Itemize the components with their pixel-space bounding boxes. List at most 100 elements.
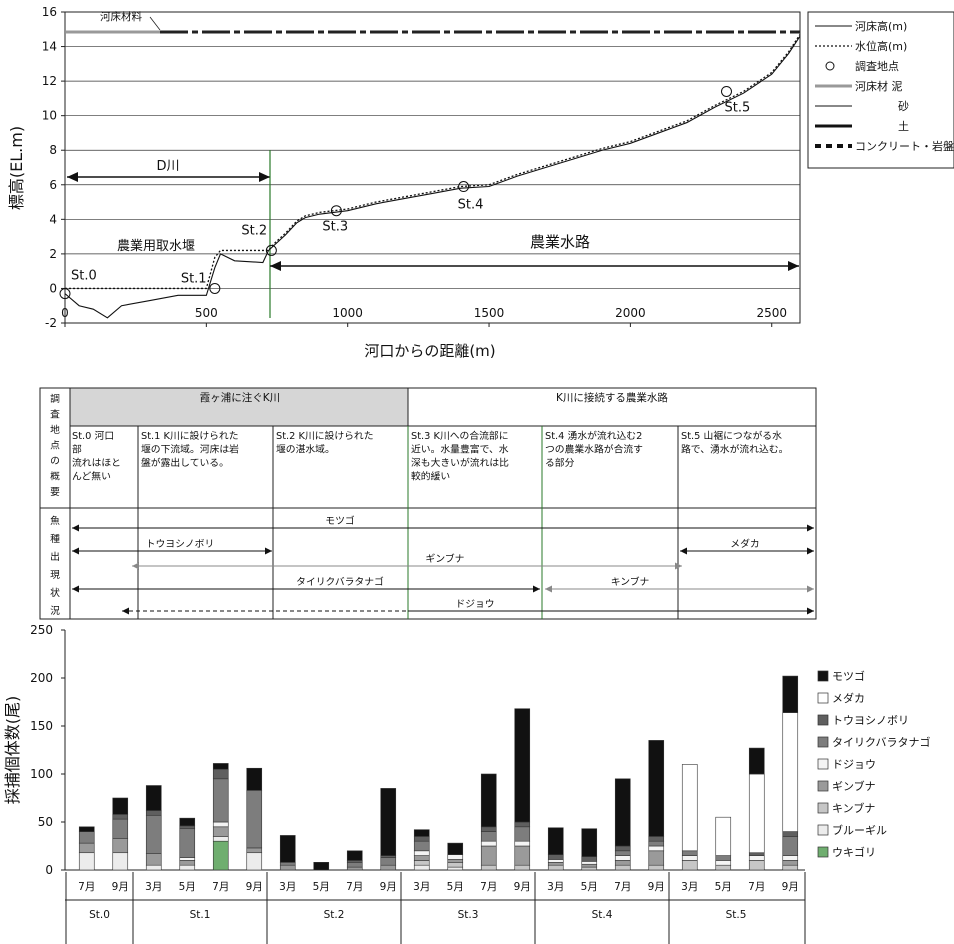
station-label: St.3 xyxy=(322,220,348,235)
station-description-line: つの農業水路が合流す xyxy=(545,443,643,456)
catch-y-label: 採捕個体数(尾) xyxy=(3,696,22,805)
legend-sand: 砂 xyxy=(898,100,909,113)
bar-segment xyxy=(715,855,732,861)
bar-segment xyxy=(112,818,129,839)
bar-segment xyxy=(782,675,799,713)
row-header-char: 況 xyxy=(50,605,60,617)
elevation-y-tick-label: -2 xyxy=(45,316,57,330)
elevation-legend-frame xyxy=(807,11,954,169)
elevation-gridlines xyxy=(65,46,800,289)
bar-segment xyxy=(112,852,129,871)
d-river-arrow-head-right xyxy=(259,172,270,182)
row-header-char: 査 xyxy=(50,408,60,421)
elevation-x-tick-label: 2500 xyxy=(756,306,787,320)
bar-segment xyxy=(313,862,330,871)
catch-legend-swatch xyxy=(817,780,829,792)
station-description-line: St.1 K川に設けられた xyxy=(141,429,239,442)
station-label: St.5 xyxy=(725,100,751,115)
canal-label: 農業水路 xyxy=(530,233,590,251)
elevation-y-tick-label: 2 xyxy=(49,247,57,261)
bar-segment xyxy=(514,708,531,823)
bed-height-line xyxy=(64,35,801,319)
bar-segment xyxy=(78,852,95,871)
month-label: 7月 xyxy=(346,881,363,893)
bar-segment xyxy=(614,778,631,847)
species-range-arrow xyxy=(265,547,272,555)
bar-segment xyxy=(782,860,799,866)
row-header-char: 要 xyxy=(50,486,60,498)
catch-y-tick-label: 0 xyxy=(45,863,53,877)
month-label: 3月 xyxy=(145,881,162,893)
month-label: 9月 xyxy=(648,881,665,893)
catch-legend-swatch xyxy=(817,670,829,682)
elevation-y-tick-label: 12 xyxy=(42,74,57,88)
bar-segment xyxy=(681,764,698,852)
elevation-y-tick-label: 6 xyxy=(49,178,57,192)
bar-segment xyxy=(212,768,229,780)
month-label: 7月 xyxy=(212,881,229,893)
month-label: 5月 xyxy=(715,881,732,893)
bar-segment xyxy=(145,814,162,854)
legend-station: 調査地点 xyxy=(855,59,899,73)
elevation-y-tick-label: 0 xyxy=(49,281,57,295)
bar-segment xyxy=(648,840,665,847)
station-description-line: St.4 湧水が流れ込む2 xyxy=(545,429,642,442)
bar-segment xyxy=(782,836,799,856)
bar-segment xyxy=(212,821,229,828)
month-label: 7月 xyxy=(480,881,497,893)
station-description-line: St.3 K川への合流部に xyxy=(411,429,509,442)
bar-segment xyxy=(480,773,497,828)
bar-segment xyxy=(614,845,631,852)
elevation-y-tick-label: 10 xyxy=(42,109,57,123)
bar-segment xyxy=(145,810,162,816)
elevation-plot-frame xyxy=(64,11,801,324)
catch-legend-swatch xyxy=(817,692,829,704)
month-label: 5月 xyxy=(447,881,464,893)
bar-segment xyxy=(145,864,162,871)
row-header-char: 地 xyxy=(50,423,60,436)
station-description-line: St.0 河口 xyxy=(72,430,114,442)
legend-soil: 土 xyxy=(898,120,909,133)
catch-legend-label: ウキゴリ xyxy=(832,845,876,859)
station-description-line: St.2 K川に設けられた xyxy=(276,429,374,442)
bar-segment xyxy=(447,862,464,868)
month-label: 7月 xyxy=(748,881,765,893)
bar-segment xyxy=(681,860,698,871)
bar-segment xyxy=(413,855,430,861)
bar-segment xyxy=(346,866,363,871)
elevation-x-tick-label: 500 xyxy=(195,306,218,320)
month-label: 3月 xyxy=(413,881,430,893)
bar-segment xyxy=(614,864,631,871)
bar-segment xyxy=(179,825,196,830)
row-header-char: の xyxy=(50,456,60,467)
canal-arrow-head-right xyxy=(788,261,799,271)
catch-legend-label: ギンブナ xyxy=(832,779,876,793)
species-range-arrow xyxy=(132,562,139,570)
bar-segment xyxy=(279,864,296,871)
bar-segment xyxy=(547,859,564,863)
month-label: 7月 xyxy=(78,881,95,893)
canal-arrow-head-left xyxy=(270,261,281,271)
catch-legend-swatch xyxy=(817,824,829,836)
row-header-char: 魚 xyxy=(50,514,60,527)
station-group-label: St.0 xyxy=(89,909,110,921)
bar-segment xyxy=(413,850,430,856)
bar-segment xyxy=(279,835,296,863)
bar-segment xyxy=(179,857,196,861)
row-header-char: 概 xyxy=(50,470,60,483)
bar-segment xyxy=(547,862,564,866)
species-range-arrow xyxy=(807,547,814,555)
bar-segment xyxy=(246,847,263,854)
species-range-arrow xyxy=(807,524,814,532)
bar-segment xyxy=(179,860,196,866)
catch-legend-label: モツゴ xyxy=(832,669,865,683)
bar-segment xyxy=(514,821,531,828)
station-label: St.2 xyxy=(241,223,267,238)
bar-segment xyxy=(246,767,263,791)
bar-segment xyxy=(112,838,129,854)
bar-segment xyxy=(78,826,95,832)
bar-segment xyxy=(480,840,497,847)
month-label: 9月 xyxy=(246,881,263,893)
